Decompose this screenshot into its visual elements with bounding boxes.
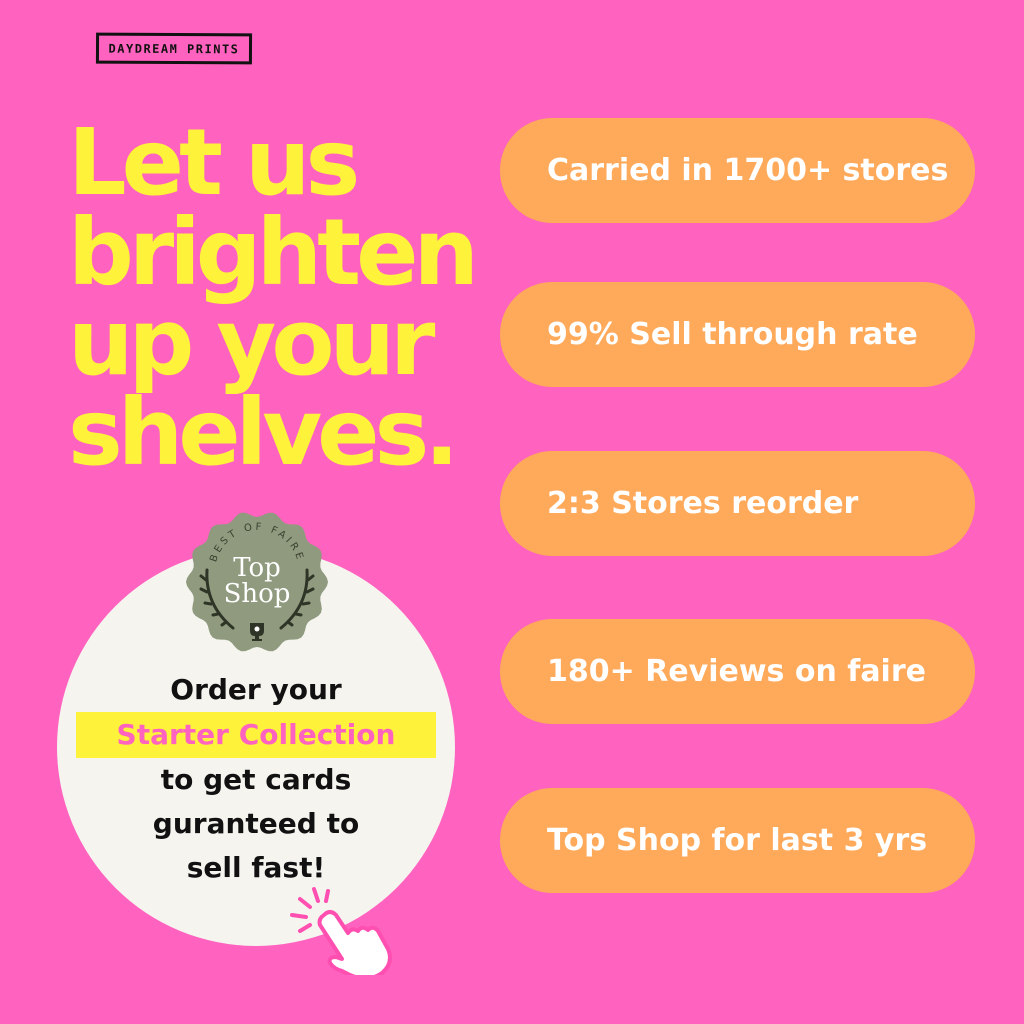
badge-title-line1: Top — [233, 553, 281, 583]
headline-line: shelves. — [68, 379, 459, 486]
headline-line: Let us — [68, 109, 360, 216]
top-shop-badge: BEST OF FAIRE Top Shop — [186, 512, 328, 652]
cta-line: to get cards — [160, 763, 352, 796]
stat-pill-stores: Carried in 1700+ stores — [500, 118, 975, 223]
headline-line: up your — [68, 289, 435, 396]
trophy-icon — [250, 623, 264, 641]
headline-line: brighten — [68, 199, 479, 306]
stat-pill-sell-through: 99% Sell through rate — [500, 282, 975, 387]
cta-line: guranteed to — [152, 807, 360, 840]
cta-line: Order your — [170, 673, 342, 706]
stat-pill-top-shop: Top Shop for last 3 yrs — [500, 788, 975, 893]
headline: Let us brighten up your shelves. — [68, 109, 488, 486]
badge-title-line2: Shop — [224, 579, 291, 609]
cta-line: sell fast! — [186, 851, 326, 884]
laurel-icon — [199, 568, 315, 630]
cta-text: Order your Starter Collection to get car… — [57, 668, 455, 890]
brand-logo: DAYDREAM PRINTS — [95, 32, 253, 65]
stat-pill-reorder: 2:3 Stores reorder — [500, 451, 975, 556]
starter-collection-highlight[interactable]: Starter Collection — [76, 712, 436, 758]
pointing-hand-click-icon — [290, 887, 392, 975]
stat-pill-reviews: 180+ Reviews on faire — [500, 619, 975, 724]
